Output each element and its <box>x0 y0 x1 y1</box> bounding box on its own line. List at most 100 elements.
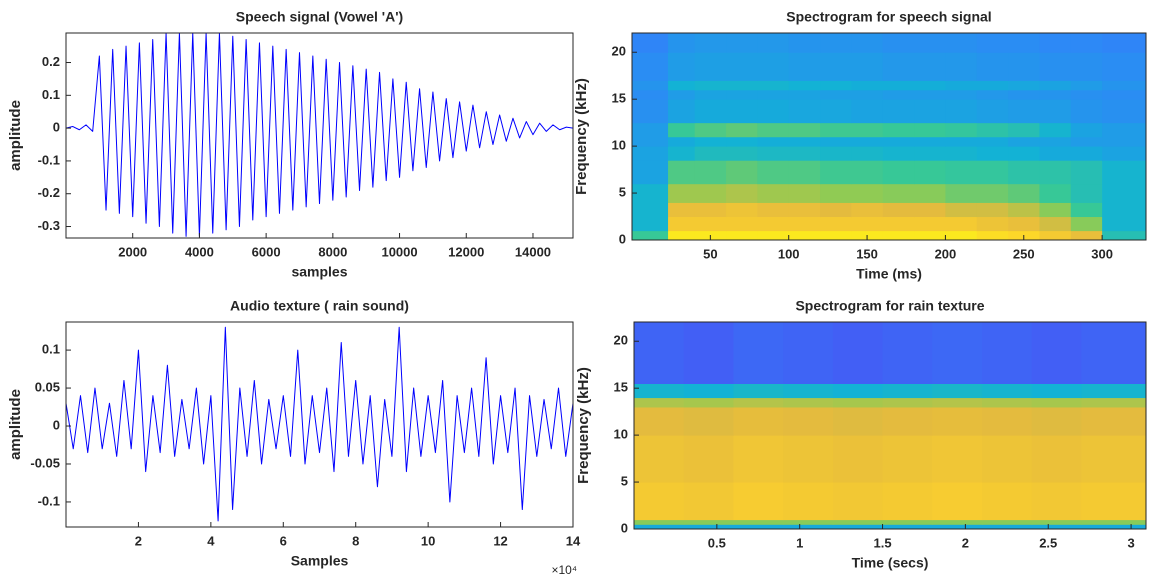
spectrogram-cell <box>882 524 933 529</box>
x-tick-label: 2000 <box>118 244 147 259</box>
spectrogram-cell <box>726 183 758 203</box>
spectrogram-cell <box>733 383 784 399</box>
plot-area <box>66 33 573 237</box>
spectrogram-cell <box>945 216 978 232</box>
y-tick-label: 0 <box>53 417 60 432</box>
spectrogram-cell <box>851 146 884 161</box>
spectrogram-cell <box>914 122 946 138</box>
plot-area <box>66 326 573 522</box>
y-tick-label: 20 <box>612 44 626 59</box>
spectrogram-cell <box>1081 406 1146 436</box>
y-tick-label: 0 <box>53 120 60 135</box>
spectrogram-cell <box>757 146 790 161</box>
spectrogram-cell <box>914 99 946 124</box>
spectrogram-cell <box>683 383 734 399</box>
x-axis-label: Time (ms) <box>856 266 922 282</box>
spectrogram-cell <box>882 89 915 100</box>
spectrogram-cell <box>976 146 1009 161</box>
spectrogram-cell <box>726 136 758 147</box>
spectrogram-cell <box>668 216 696 232</box>
spectrogram-cell <box>832 406 884 436</box>
spectrogram-cell <box>683 482 734 521</box>
spectrogram-cell <box>1039 146 1072 161</box>
spectrogram-cell <box>726 146 758 161</box>
y-tick-label: 5 <box>619 184 626 199</box>
spectrogram-cell <box>1031 322 1082 384</box>
spectrogram-cell <box>788 146 821 161</box>
spectrogram-cell <box>726 52 758 81</box>
x-tick-label: 10000 <box>381 244 417 259</box>
spectrogram-cell <box>683 435 734 483</box>
spectrogram-cell <box>634 322 685 384</box>
spectrogram-cell <box>757 99 790 124</box>
waveform-line <box>66 33 573 237</box>
spectrogram-cell <box>981 435 1033 483</box>
spectrogram-cell <box>783 519 834 525</box>
y-axis-label: Frequency (kHz) <box>575 367 592 484</box>
spectrogram-cell <box>757 216 790 232</box>
spectrogram-cell <box>783 397 834 408</box>
y-tick-label: -0.3 <box>38 218 60 233</box>
x-tick-label: 0.5 <box>708 535 726 550</box>
spectrogram-cell <box>832 322 884 384</box>
subplot: 2 4 6 8 10 12 14 -0.1 -0.05 0 0.05 0.1 Audio texture… <box>7 298 581 577</box>
y-tick-label: -0.05 <box>30 455 60 470</box>
x-tick-label: 1 <box>796 535 803 550</box>
spectrogram-cell <box>757 202 790 218</box>
spectrogram-cell <box>981 482 1033 521</box>
x-tick-label: 1.5 <box>874 535 892 550</box>
spectrogram-cell <box>945 52 978 81</box>
spectrogram-cell <box>882 406 933 436</box>
spectrogram-cell <box>1039 52 1072 81</box>
spectrogram-cell <box>1008 146 1040 161</box>
x-tick-label: 12000 <box>448 244 484 259</box>
x-tick-label: 200 <box>935 246 957 261</box>
spectrogram-cell <box>694 80 727 91</box>
y-tick-label: -0.1 <box>38 152 60 167</box>
spectrogram-cell <box>634 397 685 408</box>
spectrogram-cell <box>851 33 884 53</box>
spectrogram-cell <box>694 160 727 185</box>
spectrogram-cell <box>788 33 821 53</box>
spectrogram-cell <box>820 216 852 232</box>
spectrogram-cell <box>733 524 784 529</box>
spectrogram-cell <box>914 216 946 232</box>
spectrogram-cell <box>757 89 790 100</box>
spectrogram-cell <box>1070 52 1103 81</box>
spectrogram-cell <box>882 397 933 408</box>
x-tick-label: 6000 <box>252 244 281 259</box>
spectrogram-cell <box>851 89 884 100</box>
spectrogram-cell <box>726 202 758 218</box>
spectrogram-cell <box>683 397 734 408</box>
y-tick-label: 0 <box>621 520 628 535</box>
spectrogram-cell <box>820 80 852 91</box>
spectrogram-cell <box>976 183 1009 203</box>
spectrogram-cell <box>914 80 946 91</box>
spectrogram-cell <box>694 33 727 53</box>
spectrogram-cell <box>820 183 852 203</box>
chart-title: Spectrogram for speech signal <box>786 9 991 25</box>
spectrogram-cell <box>1031 524 1082 529</box>
spectrogram-cell <box>783 406 834 436</box>
spectrogram-cell <box>668 33 696 53</box>
spectrogram-cell <box>1039 122 1072 138</box>
spectrogram-cell <box>914 33 946 53</box>
spectrogram-cell <box>733 482 784 521</box>
spectrogram-cell <box>882 482 933 521</box>
spectrogram-cell <box>1070 33 1103 53</box>
axes-frame <box>65 321 574 528</box>
spectrogram-cell <box>726 89 758 100</box>
plot-area <box>634 322 1146 529</box>
spectrogram-cell <box>783 482 834 521</box>
spectrogram-cell <box>976 33 1009 53</box>
spectrogram-cell <box>668 122 696 138</box>
spectrogram-cell <box>976 136 1009 147</box>
spectrogram-cell <box>820 89 852 100</box>
spectrogram-cell <box>981 322 1033 384</box>
spectrogram-cell <box>694 216 727 232</box>
spectrogram-cell <box>683 524 734 529</box>
spectrogram-cell <box>1081 322 1146 384</box>
spectrogram-cell <box>694 89 727 100</box>
spectrogram-cell <box>668 99 696 124</box>
spectrogram-cell <box>914 183 946 203</box>
